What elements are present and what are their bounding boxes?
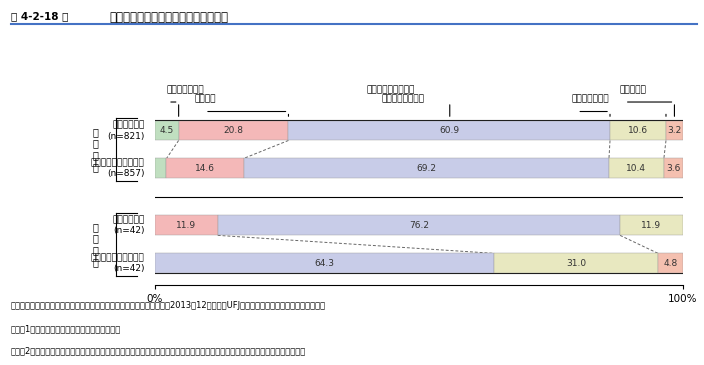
Text: 2．他の自治体とは、市区町村の場合は、市区町村が所属する都道府県、都道府県の場合は、都道府県内の市区町村を指す。: 2．他の自治体とは、市区町村の場合は、市区町村が所属する都道府県、都道府県の場合… xyxy=(11,347,306,356)
Text: 76.2: 76.2 xyxy=(409,221,429,230)
Text: やや少なすぎる: やや少なすぎる xyxy=(572,95,610,103)
Text: 11.9: 11.9 xyxy=(176,221,196,230)
Bar xyxy=(609,158,664,178)
Text: 64.3: 64.3 xyxy=(315,259,334,268)
Text: 3.2: 3.2 xyxy=(667,126,681,135)
Bar xyxy=(289,120,610,141)
Text: 中小企業・小規模事業者施策の情報量: 中小企業・小規模事業者施策の情報量 xyxy=(109,11,228,24)
Bar xyxy=(658,253,684,273)
Bar xyxy=(155,120,179,141)
Text: 31.0: 31.0 xyxy=(566,259,586,268)
Text: 市
区
町
村: 市 区 町 村 xyxy=(92,127,98,172)
Text: （注）1．市区町村には、政令指定都市を含む。: （注）1．市区町村には、政令指定都市を含む。 xyxy=(11,325,121,334)
Text: 11.9: 11.9 xyxy=(641,221,662,230)
Text: 10.4: 10.4 xyxy=(627,164,646,173)
Bar xyxy=(155,253,494,273)
Bar xyxy=(244,158,609,178)
Text: 国の施策情報
(n=42): 国の施策情報 (n=42) xyxy=(112,215,144,235)
Text: 少なすぎる: 少なすぎる xyxy=(620,85,646,94)
Text: 非常に多すぎる: 非常に多すぎる xyxy=(167,85,204,94)
Text: 60.9: 60.9 xyxy=(439,126,459,135)
Bar xyxy=(167,158,244,178)
Text: 4.5: 4.5 xyxy=(160,126,174,135)
Text: 他の自治体の施策情報
(n=857): 他の自治体の施策情報 (n=857) xyxy=(91,158,144,178)
Bar xyxy=(179,120,289,141)
Bar xyxy=(155,215,218,235)
Text: 多すぎる: 多すぎる xyxy=(194,95,216,103)
Bar xyxy=(610,120,666,141)
Text: 資料：中小企業庁委託「自治体の中小企業支援の実態に関する調査」（2013年12月、三菱UFJリサーチ＆コンサルティング（株））: 資料：中小企業庁委託「自治体の中小企業支援の実態に関する調査」（2013年12月… xyxy=(11,301,326,310)
Bar xyxy=(666,120,683,141)
Bar xyxy=(155,158,167,178)
Text: 20.8: 20.8 xyxy=(224,126,244,135)
Bar xyxy=(218,215,620,235)
Text: 第 4-2-18 図: 第 4-2-18 図 xyxy=(11,11,68,21)
Text: （ちょうど良い）: （ちょうど良い） xyxy=(382,95,425,103)
Text: 3.6: 3.6 xyxy=(666,164,681,173)
Text: どちらとも言えない: どちらとも言えない xyxy=(366,85,415,94)
Bar xyxy=(620,215,683,235)
Text: 4.8: 4.8 xyxy=(664,259,678,268)
Text: 国の施策情報
(n=821): 国の施策情報 (n=821) xyxy=(107,120,144,141)
Bar xyxy=(664,158,683,178)
Text: 都
道
府
県: 都 道 府 県 xyxy=(92,222,98,267)
Bar xyxy=(494,253,658,273)
Text: 10.6: 10.6 xyxy=(628,126,648,135)
Text: 他の自治体の施策情報
(n=42): 他の自治体の施策情報 (n=42) xyxy=(91,253,144,273)
Text: 14.6: 14.6 xyxy=(195,164,215,173)
Text: 69.2: 69.2 xyxy=(416,164,436,173)
